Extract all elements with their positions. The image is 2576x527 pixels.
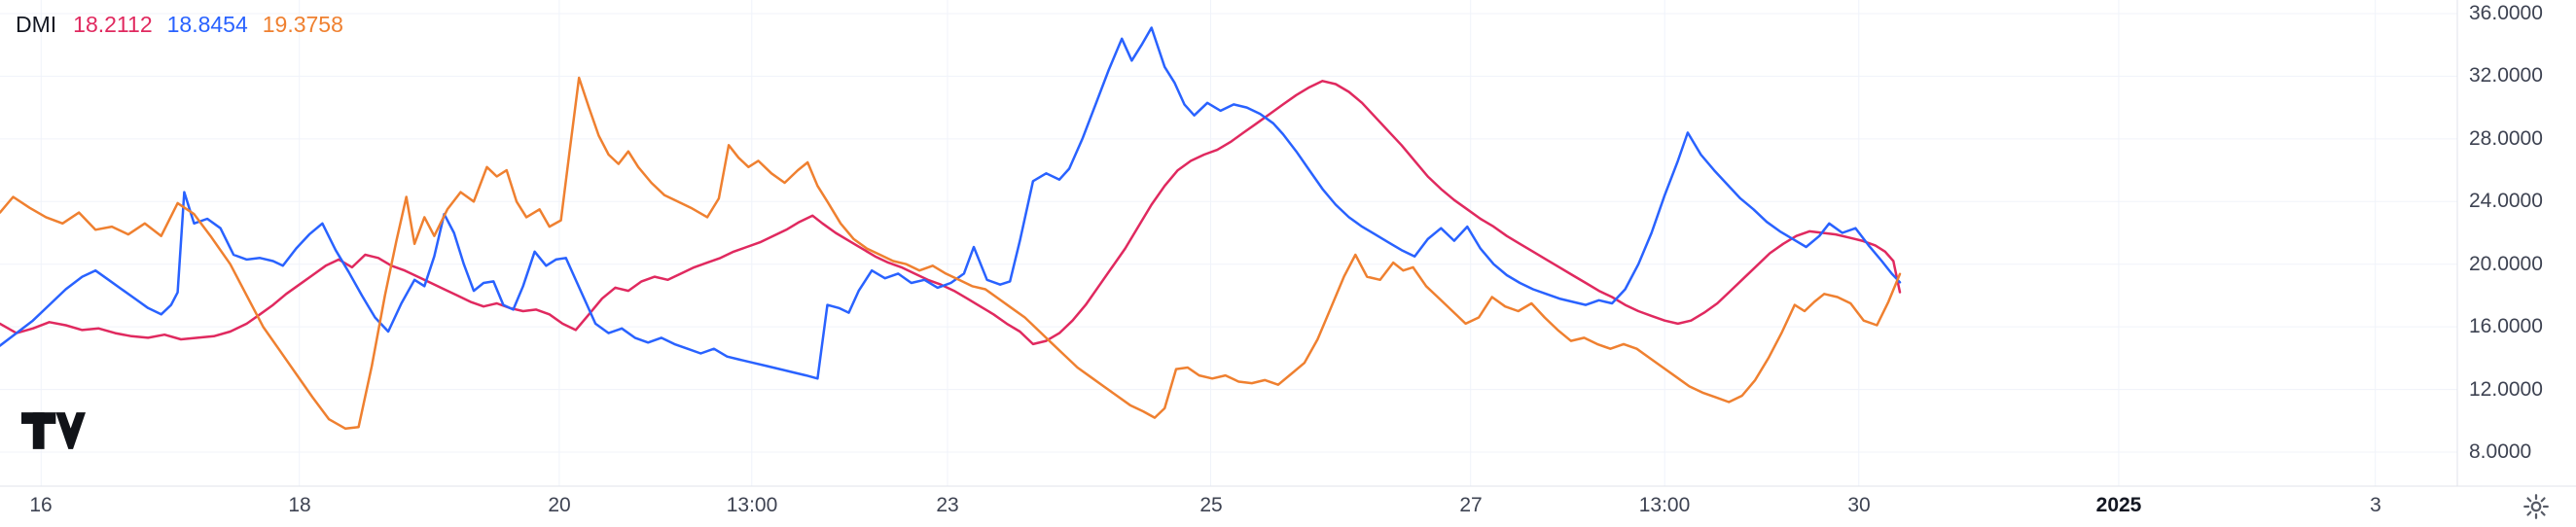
dmi-blue-line (0, 26, 1902, 380)
time-axis-label: 25 (1199, 494, 1223, 516)
time-axis-label: 30 (1847, 494, 1871, 516)
price-axis-label: 16.0000 (2469, 315, 2543, 337)
time-axis-label: 23 (936, 494, 959, 516)
price-axis-label: 28.0000 (2469, 127, 2543, 150)
price-axis[interactable]: 36.0000 32.0000 28.0000 24.0000 20.0000 16.00… (2457, 0, 2576, 486)
price-axis-label: 32.0000 (2469, 64, 2543, 87)
time-axis-label: 13:00 (726, 494, 778, 516)
legend-value-0: 18.2112 (73, 12, 153, 37)
time-axis-label: 27 (1459, 494, 1483, 516)
time-axis[interactable]: 16 18 20 13:00 23 25 27 13:00 30 2025 3 (0, 486, 2576, 527)
time-axis-label: 13:00 (1638, 494, 1691, 516)
price-axis-label: 36.0000 (2469, 2, 2543, 24)
dmi-orange-line (0, 76, 1902, 431)
tradingview-logo-icon (21, 412, 86, 449)
time-axis-label: 20 (548, 494, 571, 516)
indicator-title[interactable]: DMI (16, 12, 57, 37)
price-axis-label: 12.0000 (2469, 378, 2543, 401)
tradingview-logo[interactable] (21, 412, 86, 454)
time-axis-label: 18 (288, 494, 311, 516)
legend-value-1: 18.8454 (166, 12, 248, 37)
price-axis-label: 24.0000 (2469, 190, 2543, 212)
time-axis-label: 2025 (2095, 494, 2142, 516)
indicator-legend: DMI 18.2112 18.8454 19.3758 (16, 12, 343, 37)
time-axis-label: 16 (29, 494, 53, 516)
legend-value-2: 19.3758 (262, 12, 343, 37)
dmi-red-line (0, 80, 1902, 346)
indicator-legend-values: 18.2112 18.8454 19.3758 (73, 12, 343, 37)
price-axis-label: 20.0000 (2469, 253, 2543, 275)
time-axis-label: 3 (2370, 494, 2381, 516)
price-axis-label: 8.0000 (2469, 440, 2532, 463)
settings-gear-icon[interactable] (2522, 492, 2551, 526)
